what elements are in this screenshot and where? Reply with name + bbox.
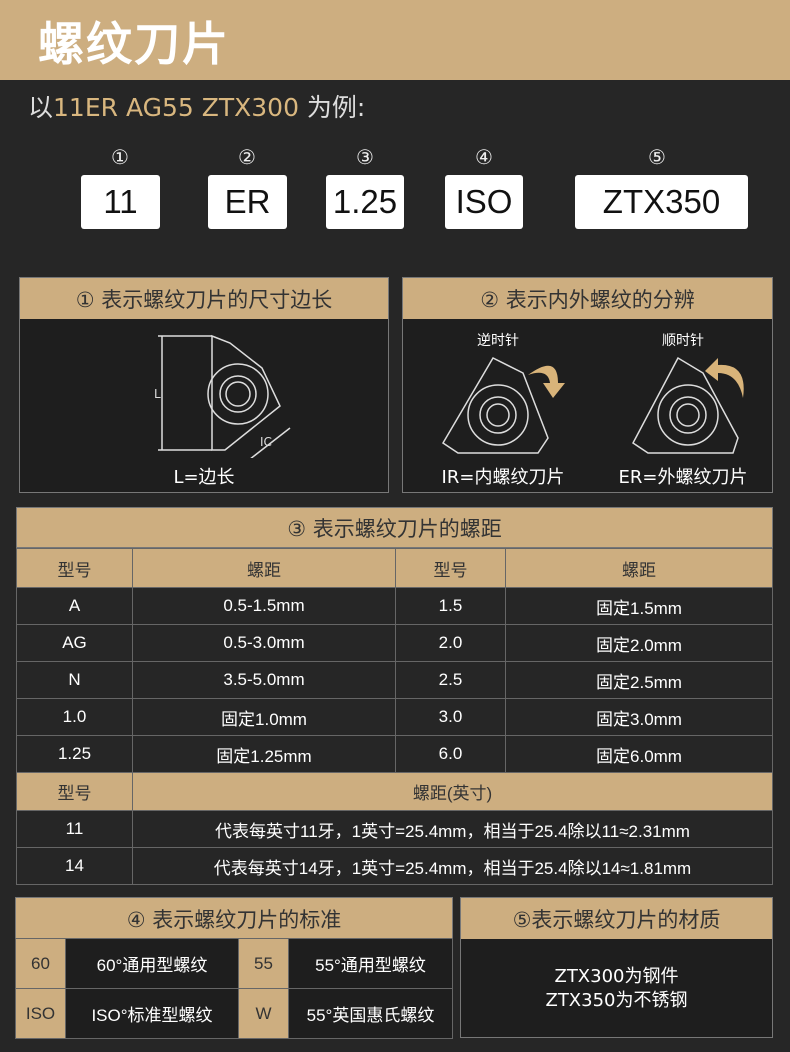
table-cell: 固定6.0mm xyxy=(505,735,773,773)
section-material: ⑤表示螺纹刀片的材质 ZTX300为钢件 ZTX350为不锈钢 xyxy=(460,897,773,1038)
table-cell: 14 xyxy=(16,847,133,885)
part-number: ① xyxy=(111,145,129,169)
table-cell: 55 xyxy=(238,938,289,989)
table-cell: 固定1.25mm xyxy=(132,735,396,773)
table-cell: 2.5 xyxy=(395,661,506,699)
table-cell: 固定1.5mm xyxy=(505,587,773,625)
part-box: 1.25 xyxy=(326,175,404,229)
table-row: ISO ISO°标准型螺纹 W 55°英国惠氏螺纹 xyxy=(15,988,453,1039)
example-code: 11ER AG55 ZTX300 xyxy=(53,93,299,122)
table-row: N 3.5-5.0mm 2.5 固定2.5mm xyxy=(16,661,773,699)
section-title: ② 表示内外螺纹的分辨 xyxy=(403,278,772,319)
example-line: 以11ER AG55 ZTX300 为例: xyxy=(28,88,365,124)
table-cell: AG xyxy=(16,624,133,662)
table-row: 60 60°通用型螺纹 55 55°通用型螺纹 xyxy=(15,938,453,989)
counterclockwise-label: 逆时针 xyxy=(477,333,519,349)
header-banner xyxy=(0,0,790,80)
table-cell: 1.0 xyxy=(16,698,133,736)
part-number: ④ xyxy=(475,145,493,169)
section-title: ③ 表示螺纹刀片的螺距 xyxy=(16,507,773,548)
table-cell: 0.5-1.5mm xyxy=(132,587,396,625)
table-cell: 60°通用型螺纹 xyxy=(65,938,239,989)
section-title: ① 表示螺纹刀片的尺寸边长 xyxy=(20,278,388,319)
label-l: L xyxy=(154,387,161,401)
table-cell: 3.5-5.0mm xyxy=(132,661,396,699)
section-size: ① 表示螺纹刀片的尺寸边长 L IC L=边长 xyxy=(19,277,389,493)
table-cell: 11 xyxy=(16,810,133,848)
section-title: ④ 表示螺纹刀片的标准 xyxy=(16,898,452,939)
table-row: 14 代表每英寸14牙，1英寸=25.4mm，相当于25.4除以14≈1.81mm xyxy=(16,847,773,885)
clockwise-arrow-icon xyxy=(705,358,744,398)
table-cell: 代表每英寸11牙，1英寸=25.4mm，相当于25.4除以11≈2.31mm xyxy=(132,810,773,848)
table-row: A 0.5-1.5mm 1.5 固定1.5mm xyxy=(16,587,773,625)
part-box: ISO xyxy=(445,175,523,229)
table-cell: W xyxy=(238,988,289,1039)
table-cell: ISO°标准型螺纹 xyxy=(65,988,239,1039)
table-cell: 1.5 xyxy=(395,587,506,625)
pitch-table: 型号 螺距 型号 螺距 A 0.5-1.5mm 1.5 固定1.5mm AG 0.5-3.0mm… xyxy=(16,548,773,885)
table-cell: 6.0 xyxy=(395,735,506,773)
table-cell: ISO xyxy=(15,988,66,1039)
caption: L=边长 xyxy=(173,467,235,488)
section-direction: ② 表示内外螺纹的分辨 逆时针 顺时针 IR=内螺纹刀片 ER=外螺纹刀片 xyxy=(402,277,773,493)
part-box: ER xyxy=(208,175,287,229)
page-title: 螺纹刀片 xyxy=(38,17,230,71)
table-cell: 2.0 xyxy=(395,624,506,662)
part-box: 11 xyxy=(81,175,160,229)
part-number: ② xyxy=(238,145,256,169)
table-cell: 60 xyxy=(15,938,66,989)
insert-size-diagram: L IC xyxy=(154,334,291,458)
table-row: 1.25 固定1.25mm 6.0 固定6.0mm xyxy=(16,735,773,773)
example-suffix: 为例: xyxy=(298,93,366,122)
section-standard: ④ 表示螺纹刀片的标准 60 60°通用型螺纹 55 55°通用型螺纹 ISO ISO°标… xyxy=(15,897,453,1039)
table-row: 1.0 固定1.0mm 3.0 固定3.0mm xyxy=(16,698,773,736)
table-cell: 固定2.0mm xyxy=(505,624,773,662)
table-cell: 固定3.0mm xyxy=(505,698,773,736)
table-cell: 固定2.5mm xyxy=(505,661,773,699)
ir-caption: IR=内螺纹刀片 xyxy=(441,467,565,488)
label-ic: IC xyxy=(260,435,272,449)
table-cell: 0.5-3.0mm xyxy=(132,624,396,662)
table-cell: 55°英国惠氏螺纹 xyxy=(288,988,453,1039)
table-row: 11 代表每英寸11牙，1英寸=25.4mm，相当于25.4除以11≈2.31mm xyxy=(16,810,773,848)
table-cell: A xyxy=(16,587,133,625)
example-prefix: 以 xyxy=(28,93,54,122)
er-caption: ER=外螺纹刀片 xyxy=(618,467,748,488)
counterclockwise-arrow-icon xyxy=(528,365,565,398)
part-number: ③ xyxy=(356,145,374,169)
table-cell: N xyxy=(16,661,133,699)
section-title: ⑤表示螺纹刀片的材质 xyxy=(461,898,772,939)
insert-direction-diagram xyxy=(441,356,744,454)
material-line: ZTX350为不锈钢 xyxy=(545,990,688,1011)
part-box: ZTX350 xyxy=(575,175,748,229)
material-line: ZTX300为钢件 xyxy=(554,966,679,987)
part-number: ⑤ xyxy=(648,145,666,169)
table-header: 型号 螺距 型号 螺距 xyxy=(16,548,773,588)
table-cell: 55°通用型螺纹 xyxy=(288,938,453,989)
table-cell: 1.25 xyxy=(16,735,133,773)
table-header: 型号 螺距(英寸) xyxy=(16,772,773,811)
table-cell: 代表每英寸14牙，1英寸=25.4mm，相当于25.4除以14≈1.81mm xyxy=(132,847,773,885)
table-cell: 3.0 xyxy=(395,698,506,736)
table-row: AG 0.5-3.0mm 2.0 固定2.0mm xyxy=(16,624,773,662)
clockwise-label: 顺时针 xyxy=(662,333,704,349)
table-cell: 固定1.0mm xyxy=(132,698,396,736)
